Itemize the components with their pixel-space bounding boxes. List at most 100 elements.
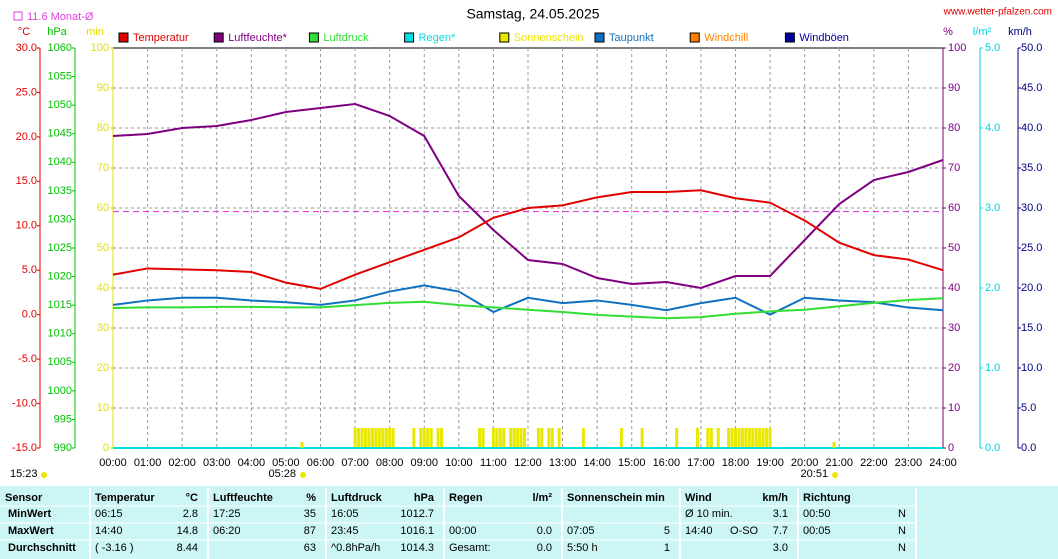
table-cell: 0.0	[537, 542, 552, 554]
table-cell: km/h	[762, 492, 788, 504]
sun-icon	[41, 472, 47, 478]
sunshine-bar	[388, 428, 392, 448]
sunshine-bar	[419, 428, 423, 448]
table-cell: 14:40	[95, 525, 123, 537]
sunshine-bar	[481, 428, 485, 448]
legend-label: Luftdruck	[323, 32, 369, 44]
table-cell: 14.8	[177, 525, 198, 537]
sunshine-bar	[357, 428, 361, 448]
sunshine-bar	[734, 428, 737, 448]
x-tick-label: 21:00	[825, 457, 853, 469]
table-cell: Wind	[685, 492, 712, 504]
sunshine-bar	[754, 428, 758, 448]
x-tick-label: 14:00	[583, 457, 611, 469]
row-label: MinWert	[8, 508, 52, 520]
table-cell: 7.7	[773, 525, 788, 537]
axis-unit: %	[943, 26, 953, 38]
y-tick-label: 50	[97, 242, 109, 254]
x-tick-label: 17:00	[687, 457, 715, 469]
x-tick-label: 08:00	[376, 457, 404, 469]
table-cell: Temperatur	[95, 492, 155, 504]
table-cell: 1016.1	[400, 525, 434, 537]
sunshine-bar	[426, 428, 430, 448]
sunshine-bar	[744, 428, 748, 448]
y-tick-label: 60	[97, 202, 109, 214]
y-tick-label: 1015	[48, 299, 72, 311]
sunshine-bar	[727, 428, 731, 448]
sunshine-bar	[502, 428, 506, 448]
site-link: www.wetter-pfalzen.com	[943, 7, 1052, 18]
sunshine-bar	[765, 428, 769, 448]
y-tick-label: 100	[948, 42, 966, 54]
y-tick-label: 0.0	[985, 442, 1000, 454]
y-tick-label: 50	[948, 242, 960, 254]
y-tick-label: 0.0	[22, 309, 37, 321]
table-cell: 1012.7	[400, 508, 434, 520]
table-cell: %	[306, 492, 316, 504]
sunshine-bar	[360, 428, 364, 448]
sunshine-bar	[716, 428, 720, 448]
x-tick-label: 00:00	[99, 457, 127, 469]
sunshine-bar	[512, 428, 516, 448]
sunshine-bar	[761, 428, 765, 448]
table-cell: 0.0	[537, 525, 552, 537]
x-tick-label: 18:00	[722, 457, 750, 469]
x-tick-label: 07:00	[341, 457, 369, 469]
table-cell: 3.1	[773, 508, 788, 520]
sunshine-bar	[737, 428, 741, 448]
sunshine-bar	[740, 428, 744, 448]
series-line	[112, 284, 944, 316]
table-cell: ^0.8hPa/h	[331, 542, 380, 554]
y-tick-label: 70	[948, 162, 960, 174]
y-tick-label: 0	[103, 442, 109, 454]
y-tick-label: 1055	[48, 70, 72, 82]
y-tick-label: 20.0	[16, 131, 37, 143]
y-tick-label: 1020	[48, 270, 72, 282]
sun-marker	[832, 442, 836, 448]
table-cell: Ø 10 min.	[685, 508, 733, 520]
y-tick-label: 1060	[48, 42, 72, 54]
sunshine-bar	[751, 428, 755, 448]
y-tick-label: 35.0	[1021, 162, 1042, 174]
y-tick-label: 1025	[48, 242, 72, 254]
x-tick-label: 12:00	[514, 457, 542, 469]
sunshine-bar	[536, 428, 540, 448]
y-tick-label: 0.0	[1021, 442, 1036, 454]
table-cell: 00:50	[803, 508, 831, 520]
table-cell: 8.44	[177, 542, 198, 554]
y-tick-label: 4.0	[985, 122, 1000, 134]
table-cell: 16:05	[331, 508, 359, 520]
y-tick-label: -10.0	[12, 397, 37, 409]
monthly-avg-label: 11.6 Monat-Ø	[27, 11, 94, 23]
table-cell: l/m²	[532, 492, 552, 504]
sunshine-bar	[675, 428, 679, 448]
legend-swatch	[689, 32, 700, 43]
sunshine-bar	[516, 428, 520, 448]
y-tick-label: 40.0	[1021, 122, 1042, 134]
y-tick-label: 100	[91, 42, 109, 54]
table-cell: 14:40	[685, 525, 713, 537]
y-tick-label: 25.0	[1021, 242, 1042, 254]
table-cell: 00:05	[803, 525, 831, 537]
x-tick-label: 19:00	[756, 457, 784, 469]
y-tick-label: 1010	[48, 328, 72, 340]
legend-swatch	[404, 32, 415, 43]
sunshine-bar	[758, 428, 762, 448]
y-tick-label: 1035	[48, 185, 72, 197]
y-tick-label: 1005	[48, 356, 72, 368]
legend-swatch	[308, 32, 319, 43]
x-tick-label: 22:00	[860, 457, 888, 469]
y-tick-label: 10.0	[16, 220, 37, 232]
sunshine-bar	[619, 428, 623, 448]
legend-swatch	[784, 32, 795, 43]
y-tick-label: 10	[948, 402, 960, 414]
sunset-time: 20:51	[801, 468, 829, 480]
axis-unit: °C	[18, 26, 30, 38]
table-cell: Sensor	[5, 492, 43, 504]
y-tick-label: 40	[97, 282, 109, 294]
series-line	[112, 102, 944, 290]
sunshine-bar	[370, 428, 374, 448]
x-tick-label: 23:00	[895, 457, 923, 469]
sunshine-bar	[374, 428, 378, 448]
